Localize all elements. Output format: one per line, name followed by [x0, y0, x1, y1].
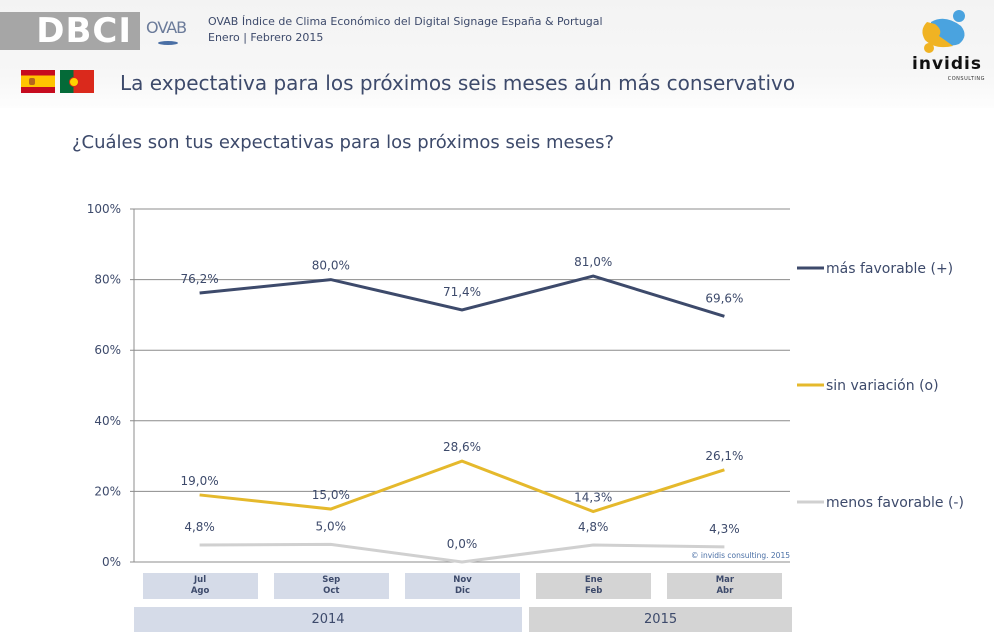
data-label: 4,8%	[578, 520, 609, 534]
category-label: Ene Feb	[536, 573, 652, 599]
series-lines	[199, 274, 725, 564]
ovab-logo: OVAB	[146, 16, 196, 48]
category-line1: Nov	[453, 575, 472, 585]
y-tick-label: 0%	[102, 555, 121, 569]
invidis-logo-sub: CONSULTING	[947, 76, 985, 82]
series-line-1	[199, 459, 725, 514]
category-line2: Dic	[454, 586, 470, 596]
category-line1: Ene	[584, 575, 603, 585]
y-axis-ticks: 0% 20% 40% 60% 80% 100%	[87, 202, 121, 569]
data-label: 76,2%	[181, 272, 219, 286]
header-band	[0, 0, 994, 108]
portugal-flag-icon	[60, 70, 94, 93]
category-label: Jul Ago	[142, 573, 258, 599]
data-label: 81,0%	[574, 255, 612, 269]
category-line1: Jul	[194, 575, 207, 585]
category-line2: Feb	[585, 586, 603, 596]
y-tick-label: 20%	[94, 484, 121, 498]
y-tick-label: 40%	[94, 414, 121, 428]
category-label: Sep Oct	[273, 573, 389, 599]
y-tick-label: 100%	[87, 202, 121, 216]
category-line2: Abr	[716, 586, 734, 596]
category-line1: Sep	[322, 575, 341, 585]
copyright-annotation: © invidis consulting. 2015	[691, 551, 790, 560]
legend-label: más favorable (+)	[826, 261, 953, 277]
legend-label: sin variación (o)	[826, 378, 939, 394]
data-label: 4,3%	[709, 522, 740, 536]
invidis-logo: invidis CONSULTING	[905, 8, 989, 88]
grid-lines	[130, 208, 790, 563]
year-label: 2015	[529, 607, 792, 632]
invidis-logo-icon	[922, 10, 965, 53]
dbci-logo: DBCI	[0, 11, 140, 51]
data-label: 5,0%	[316, 519, 347, 533]
data-label: 19,0%	[181, 474, 219, 488]
slide-title: La expectativa para los próximos seis me…	[120, 71, 796, 95]
category-label: Mar Abr	[667, 573, 783, 599]
dbci-logo-text: DBCI	[36, 11, 132, 51]
data-label: 0,0%	[447, 537, 478, 551]
data-label: 4,8%	[184, 520, 215, 534]
year-label: 2014	[134, 607, 522, 632]
data-label: 28,6%	[443, 440, 481, 454]
category-line2: Ago	[190, 586, 210, 596]
chart-question: ¿Cuáles son tus expectativas para los pr…	[72, 132, 615, 153]
data-labels: 76,2% 80,0% 71,4% 81,0% 69,6% 19,0% 15,0% 28,6%…	[181, 255, 744, 551]
ovab-logo-text: OVAB	[146, 18, 187, 37]
header-date: Enero | Febrero 2015	[208, 31, 324, 44]
data-label: 80,0%	[312, 259, 350, 273]
y-tick-label: 80%	[94, 273, 121, 287]
invidis-logo-name: invidis	[912, 54, 982, 74]
data-label: 69,6%	[705, 291, 743, 305]
data-label: 71,4%	[443, 285, 481, 299]
spain-flag-icon	[21, 70, 55, 93]
data-label: 26,1%	[705, 449, 743, 463]
legend-label: menos favorable (-)	[826, 495, 964, 511]
category-line1: Mar	[715, 575, 735, 585]
data-label: 14,3%	[574, 491, 612, 505]
legend: más favorable (+) sin variación (o) menos …	[797, 261, 964, 511]
header-subtitle: OVAB Índice de Clima Económico del Digit…	[208, 15, 603, 28]
y-tick-label: 60%	[94, 343, 121, 357]
category-line2: Oct	[323, 586, 340, 596]
ovab-drop-icon	[158, 41, 178, 45]
category-label: Nov Dic	[405, 573, 520, 599]
data-label: 15,0%	[312, 488, 350, 502]
